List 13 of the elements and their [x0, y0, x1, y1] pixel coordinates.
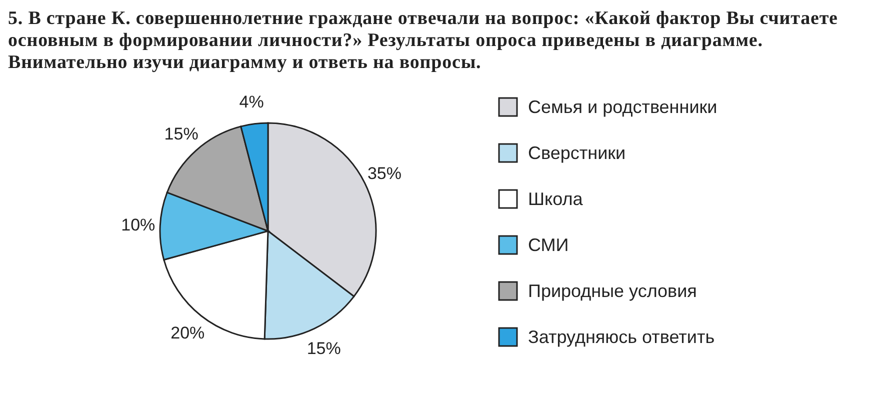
data-label: 20%: [170, 324, 205, 343]
data-label: 15%: [164, 124, 198, 144]
legend-label: Семья и родственники: [528, 96, 718, 118]
legend-label: Затрудняюсь ответить: [528, 326, 715, 348]
legend-label: Природные условия: [528, 280, 697, 302]
data-label: 35%: [367, 164, 402, 183]
data-label: 10%: [121, 215, 156, 234]
data-label: 15%: [306, 338, 341, 358]
legend-label: Сверстники: [528, 142, 626, 164]
legend-label: Школа: [528, 188, 583, 210]
data-label: 4%: [239, 92, 264, 112]
legend-label: СМИ: [528, 234, 569, 256]
chart-title: 5. В стране К. совершеннолетние граждане отвечали на вопрос: «Какой фактор Вы считаете основным в формировании личности?» Результаты опроса приведены в диаграмме. Внимательно изучи диаграмму и ответь на вопросы.: [8, 8, 838, 74]
